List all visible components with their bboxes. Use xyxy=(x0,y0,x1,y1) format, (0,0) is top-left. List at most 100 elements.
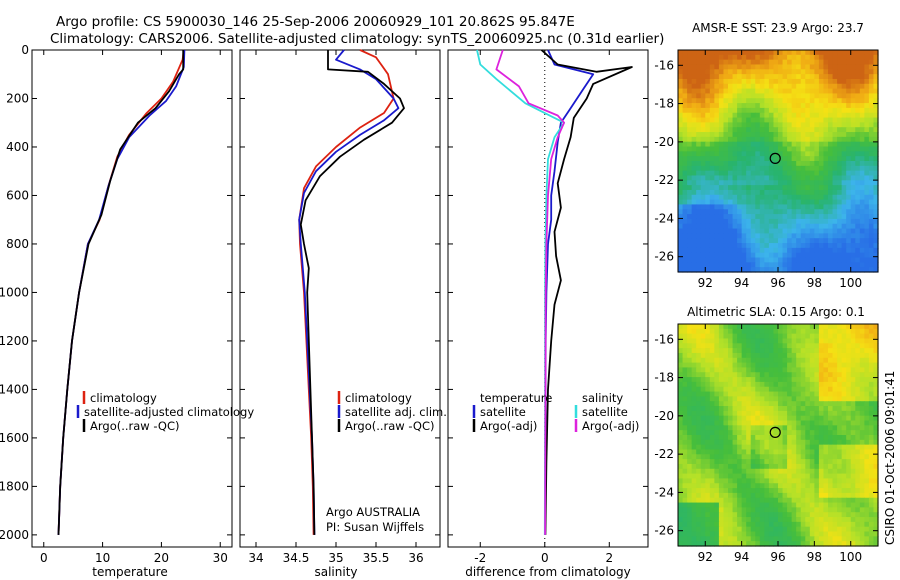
heatmap-cell xyxy=(755,362,761,369)
heatmap-cell xyxy=(718,233,725,239)
heatmap-cell xyxy=(700,112,706,119)
heatmap-cell xyxy=(741,146,747,152)
heatmap-cell xyxy=(791,483,797,489)
heatmap-cell xyxy=(859,267,865,273)
heatmap-cell xyxy=(723,377,729,383)
heatmap-cell xyxy=(764,214,770,220)
heatmap-cell xyxy=(791,468,797,475)
heatmap-cell xyxy=(855,54,861,61)
heatmap-cell xyxy=(796,50,802,56)
heatmap-cell xyxy=(782,238,788,244)
heatmap-cell xyxy=(732,146,738,152)
heatmap-cell xyxy=(873,352,879,359)
heatmap-cell xyxy=(687,243,693,249)
heatmap-cell xyxy=(728,333,734,340)
heatmap-cell xyxy=(868,454,875,460)
heatmap-cell xyxy=(778,185,784,191)
heatmap-cell xyxy=(850,59,856,66)
heatmap-cell xyxy=(732,243,738,249)
heatmap-cell xyxy=(778,146,784,152)
heatmap-cell xyxy=(705,444,711,451)
heatmap-cell xyxy=(741,352,747,359)
heatmap-cell xyxy=(700,228,706,234)
heatmap-cell xyxy=(773,50,779,56)
heatmap-cell xyxy=(714,372,720,378)
heatmap-cell xyxy=(864,324,870,330)
heatmap-cell xyxy=(687,492,693,499)
heatmap-cell xyxy=(782,372,788,378)
heatmap-cell xyxy=(859,243,865,249)
heatmap-cell xyxy=(837,127,843,133)
heatmap-cell xyxy=(773,64,779,70)
heatmap-cell xyxy=(691,459,697,465)
heatmap-cell xyxy=(805,247,811,254)
heatmap-cell xyxy=(823,536,829,542)
heatmap-cell xyxy=(768,483,775,489)
heatmap-cell xyxy=(773,247,779,254)
heatmap-cell xyxy=(737,151,743,157)
heatmap-cell xyxy=(864,93,870,99)
heatmap-cell xyxy=(837,396,843,402)
heatmap-cell xyxy=(864,122,870,128)
heatmap-cell xyxy=(823,478,829,484)
heatmap-cell xyxy=(868,127,875,133)
heatmap-cell xyxy=(755,517,761,523)
heatmap-cell xyxy=(814,228,820,234)
heatmap-cell xyxy=(846,209,852,215)
heatmap-cell xyxy=(737,156,743,162)
heatmap-cell xyxy=(791,214,797,220)
heatmap-cell xyxy=(728,257,734,263)
heatmap-cell xyxy=(778,386,784,393)
heatmap-cell xyxy=(837,74,843,80)
heatmap-cell xyxy=(805,324,811,330)
heatmap-cell xyxy=(691,357,697,364)
heatmap-cell xyxy=(864,483,870,489)
heatmap-cell xyxy=(682,362,688,369)
heatmap-cell xyxy=(873,459,879,465)
heatmap-cell xyxy=(705,488,711,494)
heatmap-cell xyxy=(782,223,788,230)
heatmap-cell xyxy=(782,64,788,70)
heatmap-cell xyxy=(687,252,693,259)
heatmap-cell xyxy=(787,425,793,431)
heatmap-cell xyxy=(818,103,825,109)
heatmap-cell xyxy=(768,59,775,66)
heatmap-cell xyxy=(841,483,847,489)
heatmap-cell xyxy=(678,362,684,369)
heatmap-cell xyxy=(691,117,697,123)
heatmap-cell xyxy=(741,161,747,167)
heatmap-cell xyxy=(750,439,756,446)
heatmap-cell xyxy=(873,204,879,210)
heatmap-cell xyxy=(818,204,825,210)
heatmap-cell xyxy=(714,83,720,90)
heatmap-cell xyxy=(728,247,734,254)
heatmap-cell xyxy=(828,238,834,244)
heatmap-cell xyxy=(846,435,852,441)
heatmap-cell xyxy=(828,127,834,133)
heatmap-cell xyxy=(687,512,693,518)
heatmap-cell xyxy=(778,262,784,268)
heatmap-cell xyxy=(864,136,870,143)
heatmap-cell xyxy=(809,165,815,172)
heatmap-cell xyxy=(750,420,756,426)
temperature-axes-frame xyxy=(31,49,233,548)
heatmap-cell xyxy=(741,132,747,138)
heatmap-cell xyxy=(768,362,775,369)
heatmap-cell xyxy=(837,161,843,167)
heatmap-cell xyxy=(823,170,829,177)
heatmap-cell xyxy=(850,531,856,537)
heatmap-cell xyxy=(750,430,756,436)
heatmap-cell xyxy=(864,449,870,455)
heatmap-cell xyxy=(828,262,834,268)
heatmap-cell xyxy=(773,180,779,186)
heatmap-cell xyxy=(705,348,711,354)
heatmap-cell xyxy=(682,88,688,95)
heatmap-cell xyxy=(773,425,779,431)
heatmap-cell xyxy=(737,161,743,167)
legend-label-climatology: climatology xyxy=(90,391,157,405)
heatmap-cell xyxy=(746,435,752,441)
legend-label-argo: Argo(..raw -QC) xyxy=(90,419,180,433)
heatmap-cell xyxy=(841,78,847,85)
heatmap-cell xyxy=(737,531,743,537)
heatmap-cell xyxy=(837,536,843,542)
